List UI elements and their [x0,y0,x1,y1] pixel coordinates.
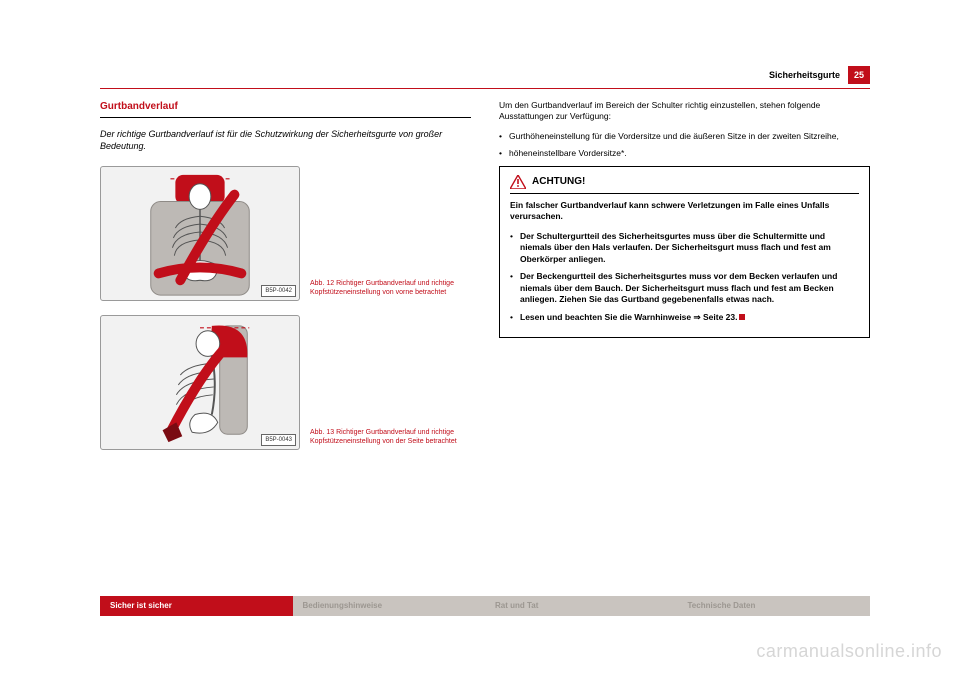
figure-front-view: B5P-0042 [100,166,300,301]
warning-p3: Der Beckengurtteil des Sicherheitsgurtes… [510,271,859,305]
figure-caption-1: Abb. 12 Richtiger Gurt­bandverlauf und r… [310,279,471,301]
warning-p4: Lesen und beachten Sie die Warnhinweise … [510,312,859,323]
warning-box: ACHTUNG! Ein falscher Gurtbandverlauf ka… [499,166,870,338]
section-subtitle: Der richtige Gurtbandverlauf ist für die… [100,128,471,152]
intro-paragraph: Um den Gurtbandverlauf im Bereich der Sc… [499,100,870,123]
right-column: Um den Gurtbandverlauf im Bereich der Sc… [499,100,870,570]
section-title: Gurtbandverlauf [100,100,471,114]
nav-tab-bedienung[interactable]: Bedienungshinweise [293,596,486,616]
bullet-item-1: Gurthöheneinstellung für die Vordersitze… [499,131,870,142]
nav-tab-rat[interactable]: Rat und Tat [485,596,678,616]
warning-triangle-icon [510,175,526,189]
bottom-nav-bar: Sicher ist sicher Bedienungshinweise Rat… [100,596,870,616]
page-header: Sicherheitsgurte 25 [100,70,870,92]
end-marker-icon [739,314,745,320]
figure-tag: B5P-0043 [261,434,296,446]
watermark-text: carmanualsonline.info [756,641,942,662]
figure-caption-2: Abb. 13 Richtiger Gurt­bandverlauf und r… [310,428,471,450]
warning-title: ACHTUNG! [532,175,585,189]
header-section-title: Sicherheitsgurte [769,70,840,80]
figure-tag: B5P-0042 [261,285,296,297]
page-number: 25 [848,66,870,84]
left-column: Gurtbandverlauf Der richtige Gurtbandver… [100,100,471,570]
warning-p2: Der Schultergurtteil des Sicherheitsgurt… [510,231,859,265]
page-content: Sicherheitsgurte 25 Gurtbandverlauf Der … [100,70,870,600]
bullet-item-2: höheneinstellbare Vordersitze*. [499,148,870,159]
warning-header: ACHTUNG! [510,175,859,189]
figure-side-view: B5P-0043 [100,315,300,450]
figure-block-1: B5P-0042 Abb. 12 Richtiger Gurt­bandverl… [100,166,471,301]
section-title-rule [100,117,471,118]
header-rule [100,88,870,89]
warning-p1: Ein falscher Gurtbandverlauf kann schwer… [510,200,859,223]
content-columns: Gurtbandverlauf Der richtige Gurtbandver… [100,100,870,570]
warning-rule [510,193,859,194]
seatbelt-front-illustration [101,167,299,300]
nav-tab-technische[interactable]: Technische Daten [678,596,871,616]
figure-block-2: B5P-0043 Abb. 13 Richtiger Gurt­bandverl… [100,315,471,450]
seatbelt-side-illustration [101,316,299,449]
nav-tab-sicher[interactable]: Sicher ist sicher [100,596,293,616]
